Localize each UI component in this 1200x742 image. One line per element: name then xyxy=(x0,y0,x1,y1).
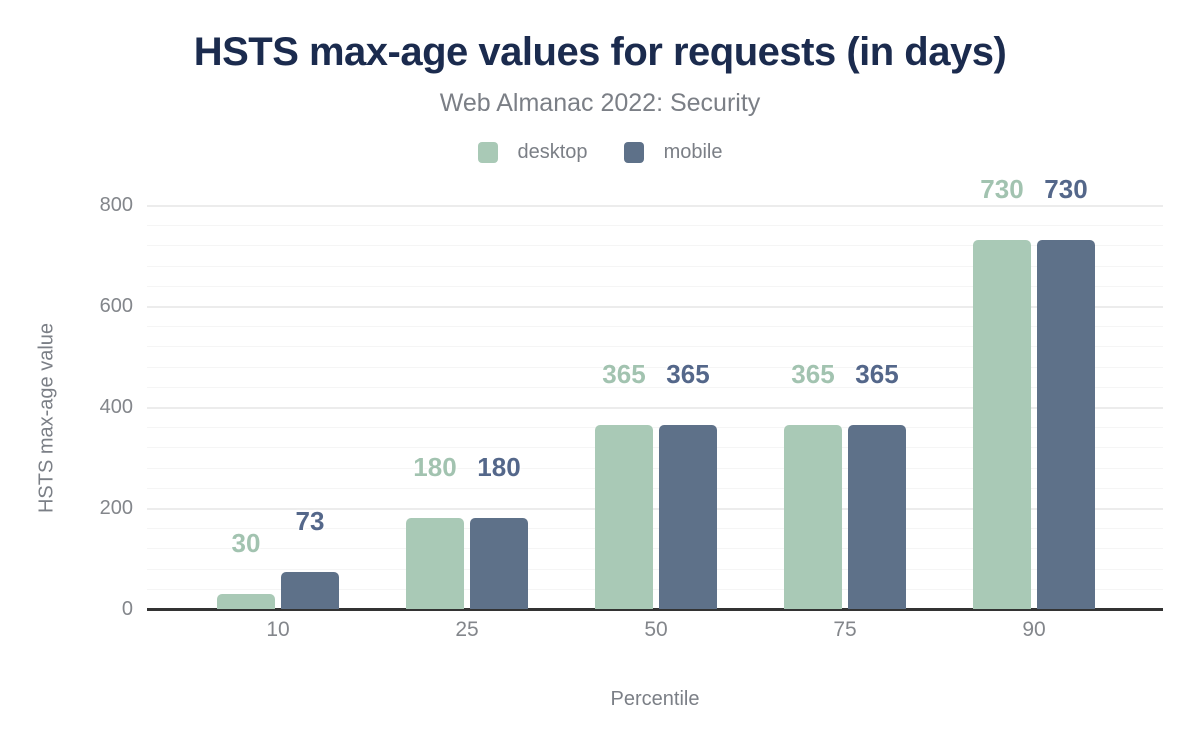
bar-desktop-p90 xyxy=(973,240,1031,609)
x-tick-label: 50 xyxy=(644,618,668,641)
minor-gridline xyxy=(147,588,1163,590)
bar-mobile-p25 xyxy=(470,518,528,609)
bar-mobile-p10 xyxy=(281,572,339,609)
y-tick-label: 600 xyxy=(99,295,133,317)
bar-value-label-mobile-p50: 365 xyxy=(666,358,710,389)
minor-gridline xyxy=(147,548,1163,550)
x-axis-line xyxy=(147,608,1163,611)
major-gridline xyxy=(147,508,1163,510)
legend-swatch-mobile xyxy=(623,142,644,163)
bar-value-label-mobile-p25: 180 xyxy=(477,452,521,483)
minor-gridline xyxy=(147,326,1163,328)
bar-desktop-p25 xyxy=(406,518,464,609)
minor-gridline xyxy=(147,285,1163,287)
major-gridline xyxy=(147,306,1163,308)
bar-value-label-desktop-p90: 730 xyxy=(980,174,1024,205)
bar-mobile-p50 xyxy=(659,424,717,609)
plot-area: 10 30 73 25 180 180 50 365 365 75 365 365 90 730 730 xyxy=(147,176,1163,641)
y-tick-label: 400 xyxy=(99,396,133,418)
y-tick-label: 0 xyxy=(121,598,133,620)
bar-desktop-p75 xyxy=(784,424,842,609)
legend-label-mobile: mobile xyxy=(663,141,723,163)
y-axis-title: HSTS max-age value xyxy=(35,322,58,514)
minor-gridline xyxy=(147,568,1163,570)
x-axis-title: Percentile xyxy=(610,688,700,710)
bar-desktop-p50 xyxy=(595,424,653,609)
minor-gridline xyxy=(147,447,1163,449)
bar-desktop-p10 xyxy=(217,593,275,609)
minor-gridline xyxy=(147,346,1163,348)
y-tick-label: 800 xyxy=(99,194,133,216)
minor-gridline xyxy=(147,487,1163,489)
bar-value-label-mobile-p10: 73 xyxy=(295,506,325,537)
minor-gridline xyxy=(147,265,1163,267)
bar-mobile-p75 xyxy=(848,424,906,609)
minor-gridline xyxy=(147,427,1163,429)
minor-gridline xyxy=(147,366,1163,368)
legend-label-desktop: desktop xyxy=(517,141,588,163)
bar-value-label-desktop-p75: 365 xyxy=(791,358,835,389)
major-gridline xyxy=(147,205,1163,207)
x-tick-label: 90 xyxy=(1022,618,1046,641)
legend-item-mobile: mobile xyxy=(623,141,723,164)
minor-gridline xyxy=(147,245,1163,247)
bar-value-label-desktop-p25: 180 xyxy=(413,452,457,483)
minor-gridline xyxy=(147,225,1163,227)
bar-value-label-desktop-p10: 30 xyxy=(231,527,261,558)
y-tick-label: 200 xyxy=(99,497,133,519)
bar-value-label-mobile-p75: 365 xyxy=(855,358,899,389)
chart-title: HSTS max-age values for requests (in day… xyxy=(193,30,1007,74)
bar-value-label-desktop-p50: 365 xyxy=(602,358,646,389)
minor-gridline xyxy=(147,386,1163,388)
legend: desktop mobile xyxy=(0,141,1200,164)
bar-value-label-mobile-p90: 730 xyxy=(1044,174,1088,205)
minor-gridline xyxy=(147,528,1163,530)
x-tick-label: 25 xyxy=(455,618,479,641)
legend-swatch-desktop xyxy=(477,142,498,163)
bar-mobile-p90 xyxy=(1037,240,1095,609)
major-gridline xyxy=(147,407,1163,409)
legend-item-desktop: desktop xyxy=(477,141,588,164)
x-tick-label: 75 xyxy=(833,618,857,641)
chart-subtitle: Web Almanac 2022: Security xyxy=(439,89,761,117)
minor-gridline xyxy=(147,467,1163,469)
x-tick-label: 10 xyxy=(266,618,290,641)
